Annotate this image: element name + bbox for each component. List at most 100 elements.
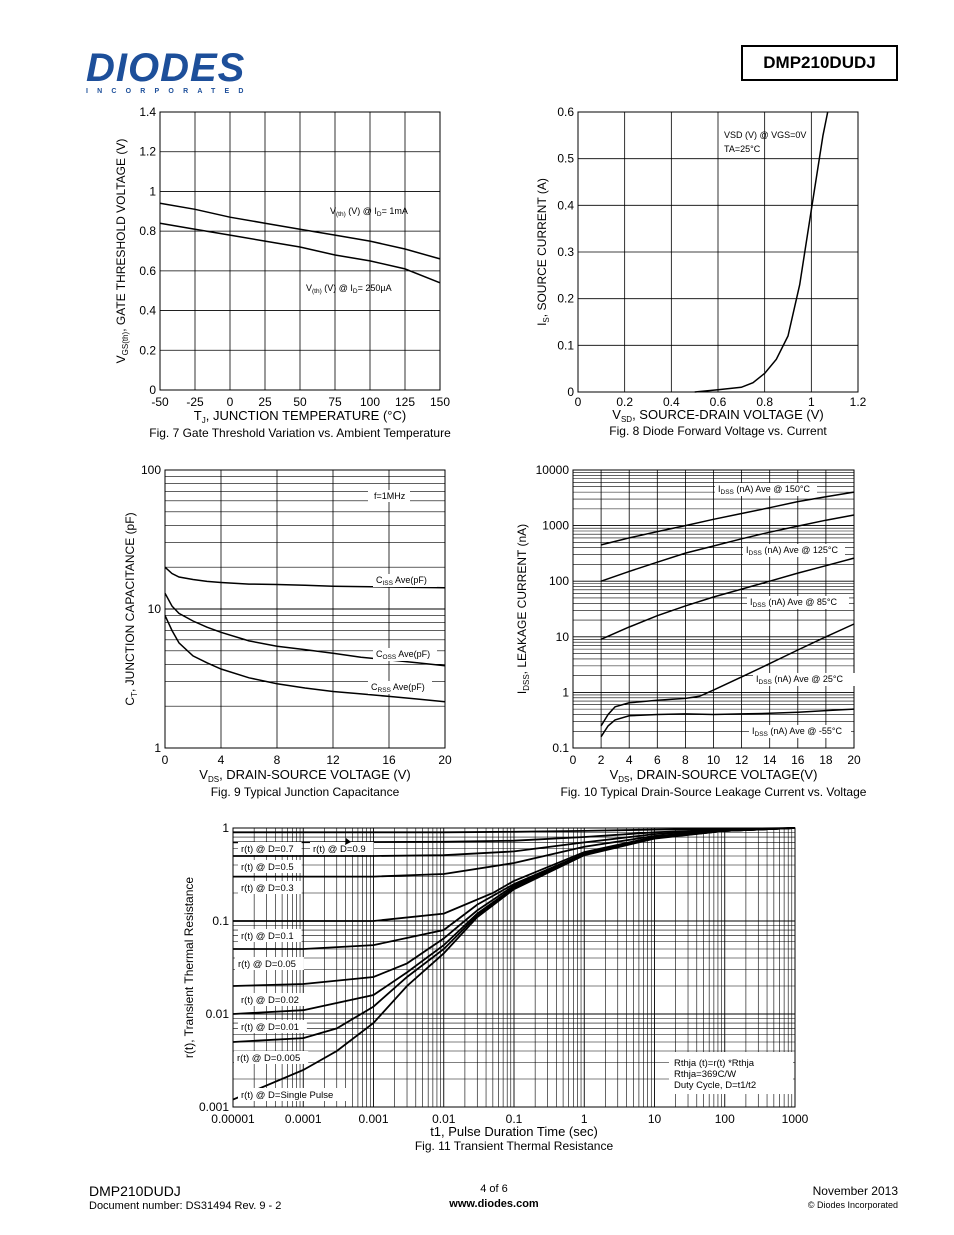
fig7-xtick-label: 50 bbox=[293, 395, 307, 409]
fig9-series-label: CISS Ave(pF) bbox=[376, 575, 427, 587]
fig8-annotation: TA=25°C bbox=[724, 144, 761, 154]
fig8-xtick-label: 0.8 bbox=[756, 395, 773, 409]
fig9-label-bg bbox=[368, 490, 410, 502]
footer-page: 4 of 6 bbox=[480, 1183, 508, 1195]
footer-website[interactable]: www.diodes.com bbox=[449, 1198, 539, 1210]
fig7-ytick-label: 1.2 bbox=[139, 145, 156, 159]
fig7-ytick-label: 0.8 bbox=[139, 224, 156, 238]
fig10-caption: Fig. 10 Typical Drain-Source Leakage Cur… bbox=[561, 785, 867, 799]
fig10-series-line bbox=[600, 708, 855, 738]
fig11-ytick-label: 1 bbox=[222, 821, 229, 835]
fig9-series-label: COSS Ave(pF) bbox=[376, 649, 430, 661]
fig7-xtick-label: 25 bbox=[258, 395, 272, 409]
fig10-series-line bbox=[600, 623, 855, 727]
fig8-ytick-label: 0.4 bbox=[557, 198, 574, 212]
fig9-frame bbox=[164, 469, 446, 749]
fig8-series-line bbox=[694, 111, 829, 393]
fig11-xtick-label: 0.001 bbox=[358, 1112, 388, 1126]
fig10-series-line bbox=[600, 491, 855, 546]
fig10-xtick-label: 18 bbox=[819, 753, 833, 767]
fig10-ytick-label: 1000 bbox=[542, 519, 569, 533]
fig11-note-line: Rthja (t)=r(t) *Rthja bbox=[674, 1058, 755, 1069]
fig11-label-bg bbox=[238, 929, 302, 942]
fig9-label-bg bbox=[373, 648, 437, 661]
fig10-grid bbox=[572, 469, 855, 749]
fig10-series-line bbox=[600, 514, 855, 582]
fig9-xtick-label: 20 bbox=[438, 753, 452, 767]
fig11-xtick-label: 10 bbox=[648, 1112, 662, 1126]
fig11-series-label: r(t) @ D=0.3 bbox=[241, 883, 294, 894]
fig9-ytick-label: 10 bbox=[148, 602, 162, 616]
fig11-xtick-label: 0.00001 bbox=[211, 1112, 255, 1126]
fig7-caption: Fig. 7 Gate Threshold Variation vs. Ambi… bbox=[149, 426, 451, 440]
fig7-xtick-label: 150 bbox=[430, 395, 450, 409]
fig8-ytick-label: 0.6 bbox=[557, 105, 574, 119]
fig10-xtick-label: 8 bbox=[682, 753, 689, 767]
fig10-ytick-label: 1 bbox=[562, 685, 569, 699]
fig7-chart: -50 -25 0 25 50 75 100 125 150 0 0.2 0.4 0.6 0.8 1 1.2 1… bbox=[114, 105, 451, 440]
fig9-annotation: f=1MHz bbox=[374, 491, 406, 501]
fig10-label-bg bbox=[715, 483, 817, 496]
fig8-ytick-label: 0.2 bbox=[557, 292, 574, 306]
fig7-series-line bbox=[159, 222, 441, 284]
fig10-ytick-label: 10 bbox=[556, 630, 570, 644]
fig11-series-label: r(t) @ D=0.05 bbox=[238, 959, 296, 970]
fig7-x-axis-label: TJ, JUNCTION TEMPERATURE (°C) bbox=[194, 408, 406, 425]
fig10-xtick-label: 2 bbox=[598, 753, 605, 767]
fig11-series-label: r(t) @ D=0.5 bbox=[241, 862, 294, 873]
fig7-xtick-label: -25 bbox=[186, 395, 204, 409]
fig7-ytick-label: 0.6 bbox=[139, 264, 156, 278]
fig10-series-label: IDSS (nA) Ave @ 125°C bbox=[746, 545, 838, 557]
fig11-ytick-label: 0.01 bbox=[206, 1007, 230, 1021]
fig8-x-axis-label: VSD, SOURCE-DRAIN VOLTAGE (V) bbox=[612, 407, 823, 424]
fig8-grid bbox=[577, 111, 859, 393]
fig10-series-label: IDSS (nA) Ave @ 25°C bbox=[756, 674, 843, 686]
fig9-xtick-label: 12 bbox=[326, 753, 340, 767]
fig9-label-bg bbox=[373, 574, 437, 587]
fig9-ytick-label: 100 bbox=[141, 463, 161, 477]
fig7-ytick-label: 0 bbox=[149, 383, 156, 397]
fig10-ytick-label: 10000 bbox=[536, 463, 570, 477]
logo-subtext: INCORPORATED bbox=[86, 88, 253, 95]
fig7-xtick-label: 125 bbox=[395, 395, 415, 409]
fig10-chart: 0 2 4 6 8 10 12 14 16 18 20 0.1 1 10 100 1000 10000 VDS, … bbox=[515, 463, 867, 799]
fig8-caption: Fig. 8 Diode Forward Voltage vs. Current bbox=[609, 424, 827, 438]
fig10-xtick-label: 6 bbox=[654, 753, 661, 767]
fig10-xtick-label: 12 bbox=[735, 753, 749, 767]
footer-part: DMP210DUDJ bbox=[89, 1183, 181, 1199]
fig7-xtick-label: 0 bbox=[227, 395, 234, 409]
fig10-x-axis-label: VDS, DRAIN-SOURCE VOLTAGE(V) bbox=[610, 767, 818, 784]
fig11-label-bg bbox=[310, 842, 374, 855]
fig8-xtick-label: 0.6 bbox=[710, 395, 727, 409]
fig7-series-label: V(th) (V) @ ID= 1mA bbox=[330, 206, 408, 218]
fig11-arrow bbox=[345, 838, 351, 845]
fig10-labels: IDSS (nA) Ave @ 150°C IDSS (nA) Ave @ 125… bbox=[715, 483, 855, 738]
fig8-xtick-label: 0.4 bbox=[663, 395, 680, 409]
fig7-ytick-label: 0.2 bbox=[139, 343, 156, 357]
fig11-note-line: Duty Cycle, D=t1/t2 bbox=[674, 1080, 756, 1091]
fig7-ytick-label: 1.4 bbox=[139, 105, 156, 119]
fig10-ytick-label: 0.1 bbox=[552, 741, 569, 755]
fig7-frame bbox=[159, 111, 441, 391]
fig11-ytick-label: 0.1 bbox=[212, 914, 229, 928]
fig7-xtick-label: 75 bbox=[328, 395, 342, 409]
fig8-frame bbox=[577, 111, 859, 393]
fig11-caption: Fig. 11 Transient Thermal Resistance bbox=[415, 1139, 614, 1153]
fig9-xtick-label: 8 bbox=[274, 753, 281, 767]
fig8-ytick-label: 0 bbox=[567, 385, 574, 399]
fig9-grid bbox=[164, 469, 446, 749]
fig11-ytick-label: 0.001 bbox=[199, 1100, 229, 1114]
fig10-xtick-label: 14 bbox=[763, 753, 777, 767]
fig11-series-label: r(t) @ D=0.7 bbox=[241, 844, 294, 855]
fig10-xtick-label: 10 bbox=[707, 753, 721, 767]
fig10-series-label: IDSS (nA) Ave @ -55°C bbox=[752, 726, 842, 738]
fig10-xtick-label: 16 bbox=[791, 753, 805, 767]
fig11-label-bg bbox=[238, 1088, 350, 1101]
footer-date: November 2013 bbox=[812, 1184, 898, 1198]
fig11-y-axis-label: r(t), Transient Thermal Resistance bbox=[182, 877, 196, 1058]
fig11-series-label: r(t) @ D=0.1 bbox=[241, 931, 294, 942]
fig11-xtick-label: 0.1 bbox=[506, 1112, 523, 1126]
fig10-series-label: IDSS (nA) Ave @ 85°C bbox=[750, 597, 837, 609]
part-number-box: DMP210DUDJ bbox=[741, 45, 898, 81]
